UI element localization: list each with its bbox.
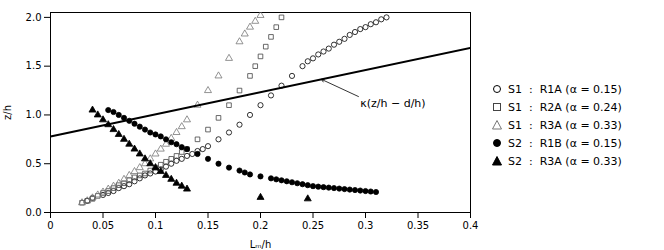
svg-text:0.2: 0.2 [253,220,269,231]
svg-text:1.0: 1.0 [26,109,42,120]
svg-text:0.25: 0.25 [302,220,324,231]
svg-text:0.15: 0.15 [197,220,219,231]
svg-text:0.1: 0.1 [148,220,164,231]
svg-text:0: 0 [47,220,53,231]
svg-text:2.0: 2.0 [26,12,42,23]
html-text:S1 : R3A (α = 0.33): S1 : R3A (α = 0.33) [508,118,622,132]
html-text:S1 : R1A (α = 0.15): S1 : R1A (α = 0.15) [508,82,622,96]
svg-text:0.35: 0.35 [407,220,429,231]
svg-text:0.4: 0.4 [463,220,479,231]
svg-text:κ(z/h − d/h): κ(z/h − d/h) [360,97,425,110]
svg-text:Lₘ/h: Lₘ/h [250,239,272,250]
svg-text:0.0: 0.0 [26,207,42,218]
html-text:S2 : R1B (α = 0.15): S2 : R1B (α = 0.15) [508,136,622,150]
svg-text:0.3: 0.3 [358,220,374,231]
svg-text:z/h: z/h [2,105,13,120]
svg-text:1.5: 1.5 [26,60,42,71]
svg-text:0.05: 0.05 [92,220,114,231]
svg-text:0.5: 0.5 [26,158,42,169]
html-text:S2 : R3A (α = 0.33): S2 : R3A (α = 0.33) [508,154,622,168]
html-text:S1 : R2A (α = 0.24): S1 : R2A (α = 0.24) [508,100,622,114]
